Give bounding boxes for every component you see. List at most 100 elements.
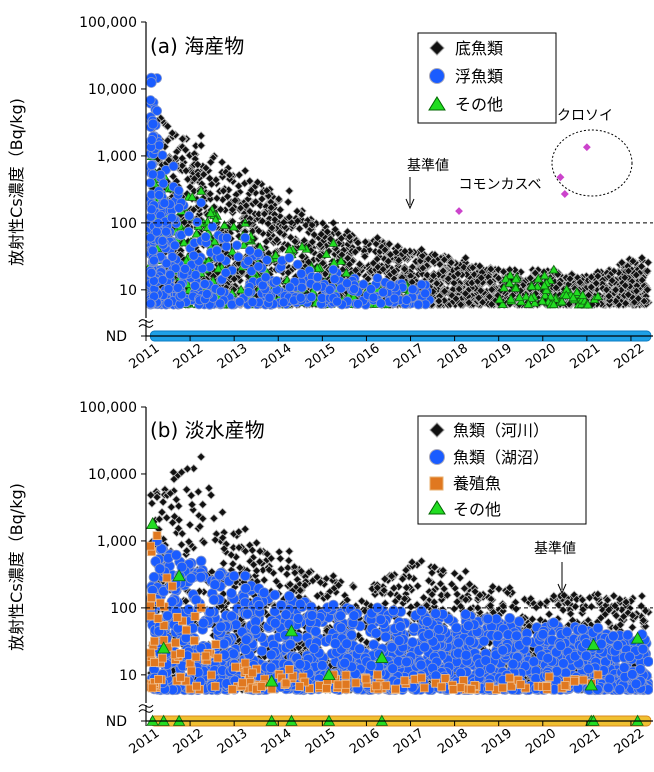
- a-series-0-peak-point: [637, 253, 647, 263]
- a-series-1-point: [172, 282, 183, 293]
- a-series-0-point: [621, 298, 631, 308]
- panel-b-points: [146, 452, 653, 727]
- legend-marker-circle: [429, 68, 445, 84]
- a-series-1-point: [296, 282, 307, 293]
- a-series-0-point: [234, 181, 244, 191]
- a-series-2-point: [213, 263, 224, 273]
- a-series-0-point: [399, 264, 410, 274]
- x-tick-label: 2014: [259, 341, 295, 372]
- a-series-0-point: [440, 286, 450, 296]
- a-series-0-point: [389, 267, 399, 277]
- a-series-2-point: [568, 292, 579, 302]
- a-series-0-point: [212, 193, 222, 203]
- a-series-1-point: [358, 279, 369, 290]
- a-series-1-point: [215, 298, 226, 309]
- a-series-2-point: [494, 294, 505, 304]
- a-series-0-point: [297, 251, 307, 261]
- a-series-1-point: [146, 177, 156, 188]
- a-series-2-point: [511, 273, 521, 283]
- a-series-0-point: [222, 191, 233, 202]
- panel-a-title: (a) 海産物: [150, 34, 244, 58]
- a-series-0-point: [350, 247, 360, 257]
- a-series-1-point: [161, 226, 172, 237]
- panel-a-points: [146, 72, 653, 342]
- y-tick-label: 100: [110, 216, 137, 232]
- a-series-0-point: [380, 245, 390, 255]
- a-series-2-point: [523, 299, 534, 308]
- a-series-1-point: [147, 245, 158, 256]
- panel-a-legend: 底魚類 浮魚類 その他: [417, 32, 557, 124]
- a-series-1-point: [146, 267, 157, 278]
- legend-marker-triangle: [428, 96, 446, 111]
- b-series-0-point: [188, 505, 198, 515]
- a-series-1-point: [146, 160, 157, 171]
- a-series-0-point: [263, 191, 273, 201]
- x-tick-label: 2018: [435, 341, 471, 372]
- a-series-2-point: [227, 246, 238, 256]
- a-series-1-point: [221, 241, 232, 252]
- a-series-1-point: [295, 292, 306, 303]
- a-series-0-point: [167, 128, 177, 138]
- b-series-0-point: [527, 614, 537, 624]
- a-series-0-point: [292, 206, 302, 216]
- a-series-1-point: [166, 212, 177, 223]
- b-series-0-point: [234, 542, 244, 553]
- a-series-1-point: [413, 299, 424, 310]
- a-series-1-point: [190, 280, 201, 291]
- b-series-0-point: [640, 606, 651, 616]
- a-series-0-point: [443, 274, 453, 284]
- a-series-2-point: [577, 290, 588, 299]
- a-series-1-point: [352, 298, 363, 309]
- b-series-0-point: [640, 621, 651, 631]
- a-series-1-point: [159, 198, 170, 209]
- a-series-0-point: [189, 186, 199, 196]
- b-series-0-point: [199, 538, 209, 548]
- b-series-0-point: [397, 574, 408, 584]
- b-series-0-point: [249, 560, 259, 570]
- a-series-0-point: [383, 256, 393, 266]
- b-series-0-point: [209, 513, 219, 523]
- a-series-1-point: [146, 134, 157, 145]
- a-series-0-point: [183, 174, 193, 184]
- a-series-1-point: [312, 281, 323, 292]
- a-series-0-point: [643, 257, 653, 268]
- a-series-2-point: [539, 270, 550, 280]
- a-series-1-point: [157, 274, 168, 285]
- a-series-1-point: [188, 250, 199, 261]
- a-series-0-point: [275, 227, 285, 237]
- a-series-1-point: [368, 292, 379, 303]
- a-series-0-point: [620, 273, 630, 283]
- a-series-1-point: [264, 292, 275, 303]
- a-series-0-point: [487, 285, 497, 295]
- a-series-0-point: [456, 300, 466, 310]
- a-series-1-point: [180, 263, 191, 274]
- a-series-2-point: [548, 299, 559, 309]
- a-series-0-point: [446, 257, 456, 268]
- panel-a-nd-label: ND: [106, 329, 127, 345]
- a-series-1-point: [365, 284, 376, 295]
- a-series-0-point: [279, 217, 289, 227]
- b-series-0-point: [452, 597, 462, 607]
- a-series-0-point: [611, 285, 621, 295]
- a-series-0-point: [217, 157, 227, 167]
- a-series-0-point: [336, 233, 346, 243]
- a-series-0-point: [468, 263, 478, 273]
- b-series-0-point: [189, 463, 199, 474]
- b-series-0-point: [247, 545, 257, 555]
- a-series-1-point: [221, 232, 232, 243]
- a-series-0-point: [484, 292, 495, 302]
- a-series-0-point: [368, 258, 378, 268]
- b-series-0-point: [174, 515, 184, 525]
- a-series-0-point: [322, 227, 332, 237]
- a-series-1-point: [420, 288, 431, 299]
- a-series-0-point: [607, 275, 617, 286]
- a-series-0-point: [360, 251, 370, 262]
- a-series-0-point: [525, 273, 535, 283]
- a-series-1-point: [375, 298, 386, 309]
- a-series-2-peak-point: [328, 238, 339, 247]
- a-series-1-point: [329, 274, 340, 285]
- a-series-2-point: [205, 207, 216, 217]
- b-series-0-point: [274, 547, 284, 557]
- a-series-0-point: [453, 269, 463, 279]
- a-series-1-point: [407, 284, 418, 295]
